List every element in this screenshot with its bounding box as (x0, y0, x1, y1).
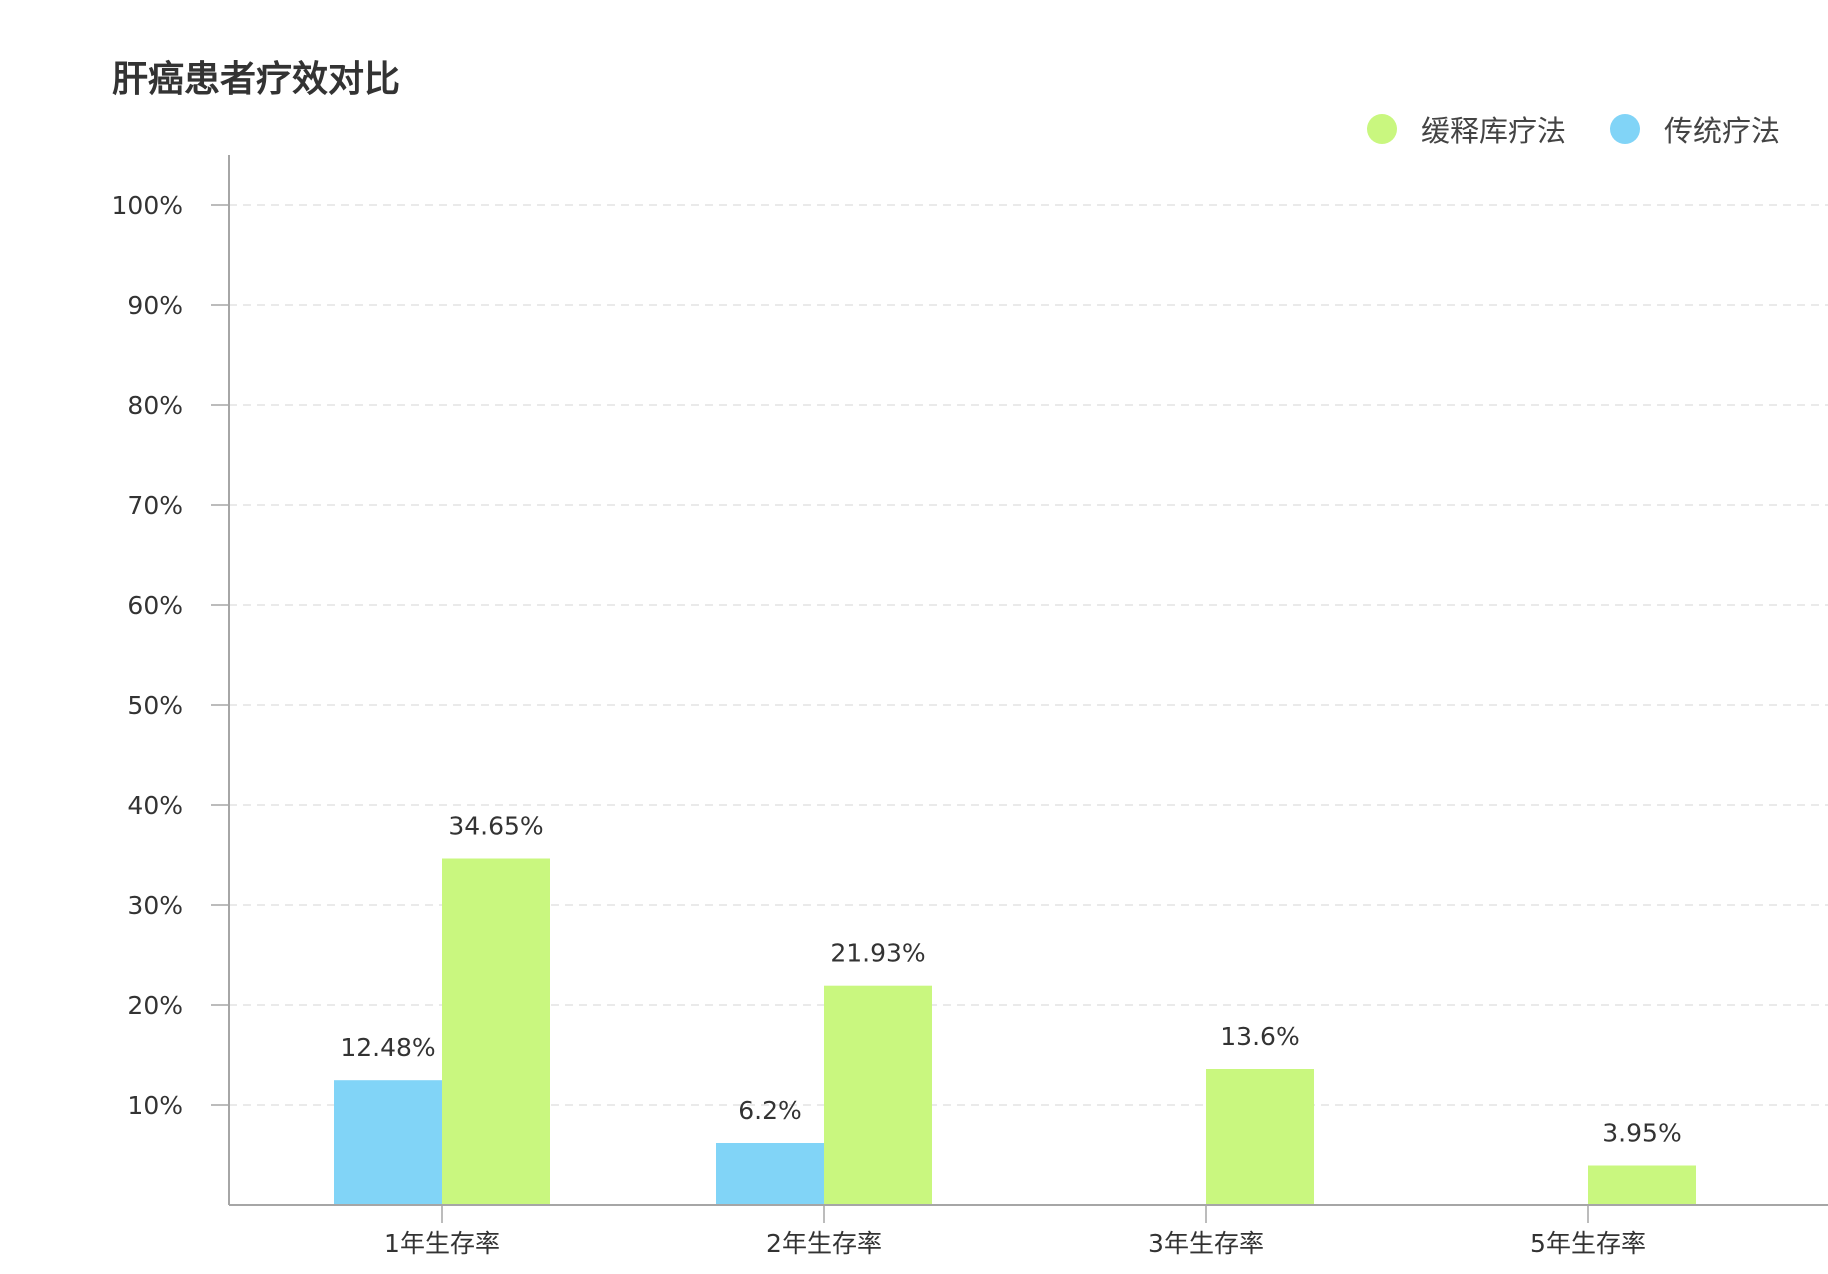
legend-label-slow-release: 缓释库疗法 (1420, 114, 1566, 148)
x-tick-label: 5年生存率 (1530, 1229, 1646, 1258)
y-tick-label: 40% (127, 791, 183, 820)
data-label: 34.65% (448, 812, 543, 841)
data-label: 6.2% (738, 1096, 802, 1125)
x-tick-label: 3年生存率 (1148, 1229, 1264, 1258)
y-tick-label: 10% (127, 1091, 183, 1120)
data-label: 3.95% (1602, 1119, 1681, 1148)
legend-item-traditional[interactable]: 传统疗法 (1609, 108, 1780, 150)
bar-slow-release (1206, 1069, 1314, 1205)
x-tick-label: 1年生存率 (384, 1229, 500, 1258)
data-label: 12.48% (340, 1033, 435, 1062)
bar-traditional (334, 1080, 442, 1205)
y-tick-label: 50% (127, 691, 183, 720)
legend-swatch-slow-release (1366, 114, 1397, 144)
y-tick-label: 100% (112, 191, 183, 220)
x-tick-label: 2年生存率 (766, 1229, 882, 1258)
legend-swatch-traditional (1609, 114, 1640, 144)
bar-slow-release (1588, 1165, 1696, 1205)
legend: 缓释库疗法 传统疗法 (1366, 108, 1780, 150)
y-tick-label: 70% (127, 491, 183, 520)
y-tick-label: 30% (127, 891, 183, 920)
bar-slow-release (824, 985, 932, 1205)
y-tick-label: 60% (127, 591, 183, 620)
legend-item-slow-release[interactable]: 缓释库疗法 (1366, 108, 1566, 150)
chart-title: 肝癌患者疗效对比 (112, 59, 401, 100)
data-label: 21.93% (830, 939, 925, 968)
legend-label-traditional: 传统疗法 (1663, 114, 1780, 148)
bar-slow-release (442, 858, 550, 1205)
y-tick-label: 80% (127, 391, 183, 420)
y-tick-label: 20% (127, 991, 183, 1020)
bar-traditional (716, 1143, 824, 1205)
y-tick-label: 90% (127, 291, 183, 320)
data-label: 13.6% (1220, 1022, 1299, 1051)
